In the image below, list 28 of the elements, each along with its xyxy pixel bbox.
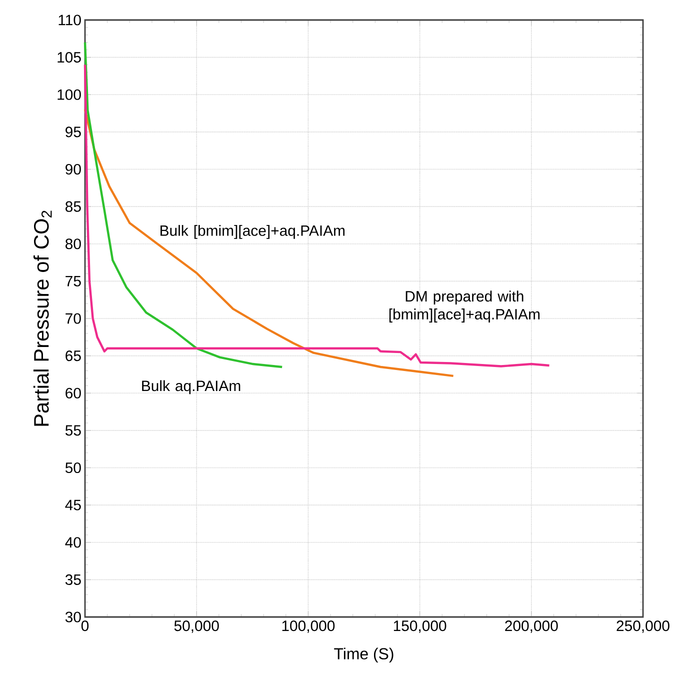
x-tick-label: 0 (81, 620, 89, 632)
x-tick-label: 250,000 (616, 620, 670, 633)
x-tick-label: 100,000 (282, 620, 335, 633)
y-tick-label: 30 (65, 612, 81, 622)
series-label: Bulk [bmim][ace]+aq.PAIAm (160, 224, 345, 239)
y-tick-label: 55 (65, 425, 81, 436)
y-tick-label: 50 (65, 462, 81, 474)
series-label: Bulk aq.PAIAm (142, 380, 240, 394)
y-tick-label: 65 (66, 350, 81, 362)
y-tick-label: 70 (66, 313, 81, 324)
y-tick-label: 110 (58, 14, 81, 26)
x-tick-label: 150,000 (394, 620, 446, 633)
y-tick-label: 60 (66, 388, 81, 398)
y-tick-label: 105 (58, 52, 81, 63)
y-tick-label: 90 (66, 164, 81, 175)
y-tick-label: 45 (65, 500, 81, 510)
y-tick-label: 100 (58, 89, 81, 100)
x-tick-label: 50,000 (174, 620, 219, 633)
y-tick-label: 80 (66, 238, 81, 250)
y-tick-label: 95 (66, 126, 81, 138)
y-tick-label: 75 (66, 276, 81, 286)
y-tick-label: 85 (66, 201, 81, 212)
x-tick-label: 200,000 (505, 620, 558, 633)
y-tick-label: 35 (65, 574, 81, 585)
y-axis-title: Partial Pressure of CO$_{2}$ (33, 210, 52, 426)
series-label: DM prepared with [bmim][ace]+aq.PAIAm (389, 290, 540, 322)
x-axis-title: Time (S) (334, 648, 394, 663)
y-tick-label: 40 (65, 537, 81, 548)
